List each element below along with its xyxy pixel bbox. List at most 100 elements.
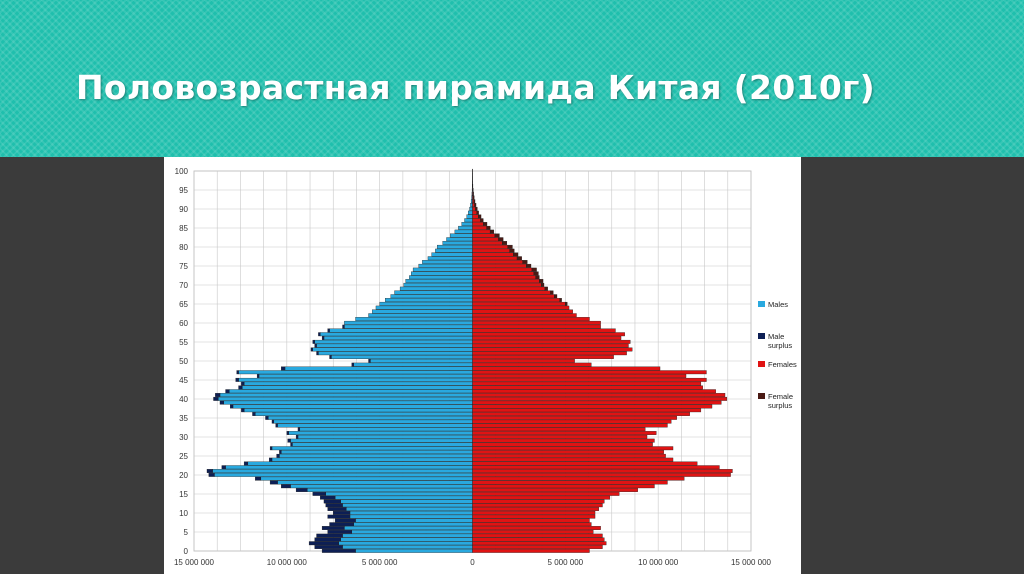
- bar-females: [472, 282, 542, 287]
- bar-males: [342, 533, 473, 538]
- bar-male-surplus: [329, 355, 332, 359]
- bar-females: [472, 385, 703, 390]
- bar-females: [472, 400, 722, 405]
- bar-females: [472, 203, 475, 207]
- bar-male-surplus: [255, 476, 262, 481]
- bar-females: [472, 495, 611, 500]
- bar-males: [277, 423, 473, 428]
- bar-males: [340, 499, 473, 504]
- bar-female-surplus: [554, 294, 558, 299]
- bar-females: [472, 260, 523, 264]
- bar-female-surplus: [533, 271, 539, 276]
- legend-label: Male: [768, 332, 784, 341]
- bar-male-surplus: [314, 343, 317, 348]
- bar-female-surplus: [526, 263, 532, 268]
- bar-females: [472, 294, 555, 299]
- bar-male-surplus: [327, 514, 351, 519]
- bar-female-surplus: [502, 241, 508, 245]
- bar-male-surplus: [295, 488, 308, 492]
- bar-females: [472, 279, 540, 283]
- bar-males: [470, 199, 473, 204]
- bar-females: [472, 339, 631, 344]
- bar-male-surplus: [321, 336, 325, 340]
- bar-females: [472, 301, 566, 306]
- bar-females: [472, 480, 668, 485]
- bar-females: [472, 271, 534, 276]
- slide-title: Половозрастная пирамида Китая (2010г): [76, 68, 876, 107]
- bar-female-surplus: [550, 290, 554, 295]
- bar-males: [214, 472, 473, 477]
- bar-females: [472, 491, 620, 496]
- bar-females: [472, 298, 560, 302]
- y-tick-label: 10: [179, 509, 188, 518]
- bar-males: [232, 404, 473, 409]
- bar-male-surplus: [368, 358, 371, 363]
- bar-female-surplus: [486, 225, 491, 230]
- bar-females: [472, 518, 590, 523]
- legend-label: surplus: [768, 341, 792, 350]
- bar-male-surplus: [281, 366, 286, 371]
- bar-males: [450, 233, 473, 238]
- bar-female-surplus: [473, 195, 475, 200]
- bar-males: [273, 419, 473, 424]
- bar-males: [353, 362, 473, 367]
- bar-female-surplus: [475, 206, 478, 211]
- bar-males: [277, 480, 473, 485]
- bar-male-surplus: [269, 457, 273, 462]
- bar-females: [472, 396, 728, 401]
- bar-females: [472, 412, 690, 416]
- y-tick-label: 35: [179, 414, 188, 423]
- bar-females: [472, 248, 510, 253]
- bar-females: [472, 419, 672, 424]
- legend-swatch: [758, 333, 765, 339]
- bar-males: [355, 548, 473, 553]
- bar-females: [472, 218, 481, 223]
- bar-females: [472, 210, 477, 215]
- bar-males: [344, 526, 473, 530]
- bar-male-surplus: [275, 423, 278, 428]
- bar-males: [349, 514, 473, 519]
- bar-female-surplus: [474, 203, 477, 207]
- y-tick-label: 85: [179, 224, 188, 233]
- legend-label: surplus: [768, 401, 792, 410]
- bar-male-surplus: [286, 431, 289, 435]
- bar-female-surplus: [544, 286, 548, 291]
- chart-panel: 0 5 10 15 20 25 30 35 40 45 50 55 60 65 70 75 80 85 90 95 10…: [164, 157, 801, 574]
- bar-female-surplus: [473, 199, 476, 204]
- y-tick-label: 60: [179, 319, 188, 328]
- bar-females: [472, 393, 726, 397]
- bar-male-surplus: [235, 377, 239, 382]
- x-tick-label: 15 000 000: [174, 558, 215, 567]
- bar-males: [255, 412, 473, 416]
- x-tick-label: 15 000 000: [731, 558, 772, 567]
- bar-male-surplus: [215, 393, 221, 397]
- bar-male-surplus: [206, 469, 213, 473]
- bar-male-surplus: [342, 324, 345, 329]
- bar-female-surplus: [483, 222, 488, 226]
- bar-males: [346, 507, 473, 511]
- bar-female-surplus: [565, 301, 568, 306]
- bar-females: [472, 252, 514, 257]
- x-tick-label: 10 000 000: [638, 558, 679, 567]
- bar-male-surplus: [276, 453, 280, 458]
- bar-males: [412, 267, 473, 272]
- bar-males: [297, 434, 473, 439]
- bar-females: [472, 488, 638, 492]
- bar-females: [472, 514, 596, 519]
- bar-females: [472, 533, 603, 538]
- bar-females: [472, 522, 592, 527]
- bar-males: [405, 279, 473, 283]
- bar-male-surplus: [279, 450, 282, 454]
- bar-female-surplus: [539, 279, 544, 283]
- bar-females: [472, 415, 677, 420]
- bar-males: [312, 347, 473, 352]
- bar-females: [472, 427, 646, 432]
- bar-males: [243, 408, 473, 413]
- bar-males: [353, 522, 473, 527]
- bar-male-surplus: [314, 537, 341, 542]
- bar-females: [472, 484, 655, 489]
- bar-male-surplus: [334, 518, 356, 523]
- bar-females: [472, 548, 590, 553]
- bar-male-surplus: [327, 328, 330, 333]
- bar-females: [472, 241, 503, 245]
